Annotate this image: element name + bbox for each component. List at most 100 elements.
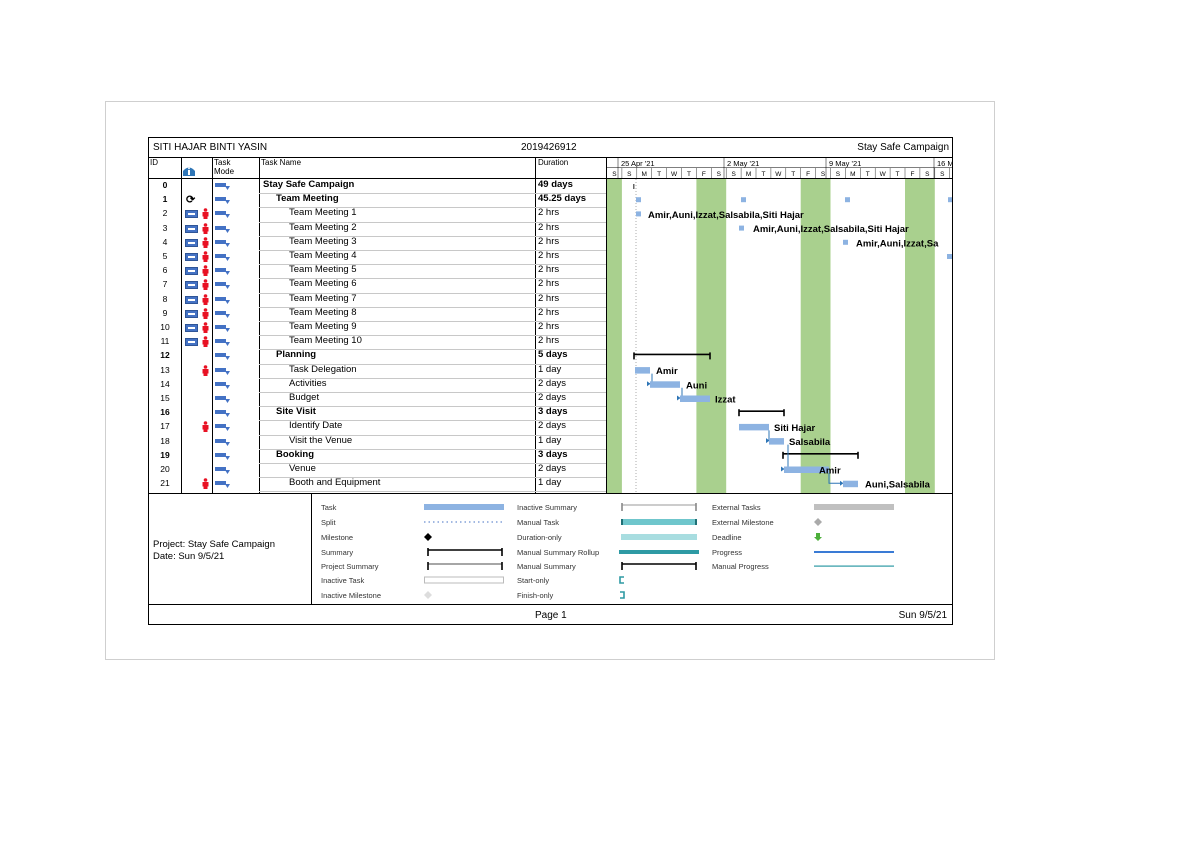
task-id: 16 xyxy=(160,407,170,418)
legend-inactive-milestone-swatch xyxy=(424,591,432,599)
auto-schedule-icon xyxy=(215,396,230,403)
task-row[interactable]: 19 Booking 3 days xyxy=(149,449,607,463)
task-id: 12 xyxy=(160,350,170,361)
task-duration: 49 days xyxy=(538,179,573,190)
day-label: M xyxy=(642,171,647,178)
task-row[interactable]: 2 Team Meeting 1 2 hrs xyxy=(149,207,607,221)
row-divider xyxy=(259,278,606,280)
task-row[interactable]: 18 Visit the Venue 1 day xyxy=(149,435,607,449)
task-name: Team Meeting 7 xyxy=(289,292,357,304)
auto-schedule-icon xyxy=(215,467,230,474)
row-divider xyxy=(259,207,606,209)
week-label: 25 Apr '21 xyxy=(621,159,655,168)
task-row[interactable]: 12 Planning 5 days xyxy=(149,349,607,363)
calendar-icon xyxy=(185,295,198,304)
task-row[interactable]: 21 Booth and Equipment 1 day xyxy=(149,477,607,491)
legend-date: Date: Sun 9/5/21 xyxy=(153,551,225,562)
meeting-rollup-marker xyxy=(636,197,641,203)
day-label: F xyxy=(910,171,914,178)
auto-schedule-icon xyxy=(215,452,230,460)
task-duration: 2 days xyxy=(538,392,566,403)
task-name: Team Meeting 9 xyxy=(289,321,357,332)
task-name: Planning xyxy=(276,349,317,361)
task-row[interactable]: 0 Stay Safe Campaign 49 days xyxy=(149,179,607,193)
calendar-icon xyxy=(185,224,198,233)
task-row[interactable]: 7 Team Meeting 6 2 hrs xyxy=(149,278,607,292)
booth-equipment-bar xyxy=(843,480,858,488)
task-row[interactable]: 8 Team Meeting 7 2 hrs xyxy=(149,293,607,307)
legend: Project: Stay Safe Campaign Date: Sun 9/… xyxy=(149,494,952,605)
dependency-arrowhead xyxy=(647,381,651,387)
task-row[interactable]: 9 Team Meeting 8 2 hrs xyxy=(149,307,607,321)
task-duration: 2 hrs xyxy=(538,250,560,261)
col-header-task-name: Task Name xyxy=(261,158,302,167)
task-row[interactable]: 16 Site Visit 3 days xyxy=(149,406,607,420)
weekend-shade xyxy=(607,179,622,493)
resource-label: Izzat xyxy=(715,395,736,406)
task-row[interactable]: 1 ⟳ Team Meeting 45.25 days xyxy=(149,193,607,207)
team-meeting-bar xyxy=(947,254,952,259)
task-duration: 2 days xyxy=(538,420,566,432)
task-name: Team Meeting 5 xyxy=(289,264,357,276)
task-name: Identify Date xyxy=(289,420,343,432)
auto-schedule-icon xyxy=(215,225,230,233)
task-row[interactable]: 14 Activities 2 days xyxy=(149,378,607,392)
header-rule xyxy=(149,178,607,179)
task-row[interactable]: 10 Team Meeting 9 2 hrs xyxy=(149,321,607,335)
team-meeting-bar xyxy=(843,239,848,245)
weekend-shade xyxy=(696,179,727,493)
auto-schedule-icon xyxy=(215,310,230,318)
row-divider xyxy=(259,477,606,479)
task-row[interactable]: 17 Identify Date 2 days xyxy=(149,420,607,434)
resource-label: Amir,Auni,Izzat,Salsabila,Siti Hajar xyxy=(753,224,909,235)
team-meeting-bar xyxy=(636,211,641,217)
row-divider xyxy=(259,221,606,223)
footer-page: Page 1 xyxy=(535,610,567,621)
task-duration: 1 day xyxy=(538,434,562,446)
task-id: 8 xyxy=(162,293,168,304)
legend-progress-swatch xyxy=(814,551,894,553)
col-divider xyxy=(606,157,607,493)
task-name: Team Meeting 3 xyxy=(289,235,357,247)
task-row[interactable]: 3 Team Meeting 2 2 hrs xyxy=(149,222,607,236)
calendar-icon xyxy=(185,210,198,219)
legend-divider xyxy=(311,494,312,604)
task-row[interactable]: 5 Team Meeting 4 2 hrs xyxy=(149,250,607,264)
calendar-icon xyxy=(185,238,198,247)
row-divider xyxy=(259,491,606,493)
task-table: ID Task Mode Task Name Duration 0 Stay Sa… xyxy=(149,157,607,493)
calendar-icon xyxy=(185,338,198,347)
task-id: 6 xyxy=(162,265,168,276)
task-row[interactable]: 15 Budget 2 days xyxy=(149,392,607,406)
task-duration: 45.25 days xyxy=(538,193,587,205)
auto-schedule-icon xyxy=(215,268,230,276)
task-id: 11 xyxy=(160,336,170,347)
legend-external-tasks-swatch xyxy=(814,504,894,510)
resource-person-icon xyxy=(202,222,209,234)
auto-schedule-icon xyxy=(215,254,230,261)
day-label: W xyxy=(671,171,678,178)
task-row[interactable]: 6 Team Meeting 5 2 hrs xyxy=(149,264,607,278)
dependency-arrowhead xyxy=(781,466,785,472)
task-id: 20 xyxy=(160,464,170,474)
task-duration: 2 days xyxy=(538,463,566,474)
legend-label: Inactive Summary xyxy=(517,503,578,512)
row-divider xyxy=(259,434,606,436)
task-id: 1 xyxy=(162,194,168,205)
task-row[interactable]: 4 Team Meeting 3 2 hrs xyxy=(149,236,607,250)
task-id: 15 xyxy=(160,393,170,403)
dependency-link xyxy=(768,430,770,442)
legend-manual-summary-swatch xyxy=(621,562,697,570)
legend-start-only-swatch xyxy=(619,576,624,584)
task-name: Booking xyxy=(276,448,314,460)
task-row[interactable]: 13 Task Delegation 1 day xyxy=(149,364,607,378)
task-row[interactable]: 20 Venue 2 days xyxy=(149,463,607,477)
task-id: 7 xyxy=(162,279,168,290)
gantt-chart-svg: 25 Apr '21 2 May '21 9 May '21 16 M S S M T W T F S… xyxy=(607,157,952,493)
task-row[interactable]: 11 Team Meeting 10 2 hrs xyxy=(149,335,607,349)
col-header-id: ID xyxy=(150,158,158,167)
resource-label: Amir,Auni,Izzat,Sa xyxy=(856,238,939,249)
page-header: SITI HAJAR BINTI YASIN 2019426912 Stay S… xyxy=(149,138,952,158)
day-label: T xyxy=(866,171,870,178)
resource-label: Amir xyxy=(656,366,678,377)
